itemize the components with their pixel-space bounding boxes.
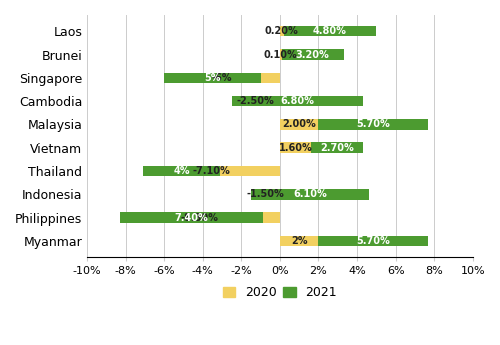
Text: 6.10%: 6.10% bbox=[293, 189, 326, 199]
Bar bbox=[251, 189, 368, 199]
Text: -2.50%: -2.50% bbox=[237, 96, 275, 106]
Bar bbox=[232, 96, 363, 106]
Bar bbox=[282, 49, 344, 60]
Bar bbox=[280, 236, 318, 246]
Text: 4%: 4% bbox=[174, 166, 190, 176]
Bar bbox=[318, 119, 428, 130]
Bar bbox=[120, 212, 280, 223]
Text: 7.40%: 7.40% bbox=[174, 213, 208, 223]
Text: 5.70%: 5.70% bbox=[356, 119, 390, 129]
Bar bbox=[164, 72, 260, 83]
Text: 4.80%: 4.80% bbox=[313, 26, 347, 36]
Text: 0.20%: 0.20% bbox=[265, 26, 298, 36]
Text: -6%: -6% bbox=[212, 73, 233, 83]
Bar bbox=[280, 119, 318, 130]
Bar bbox=[143, 166, 280, 176]
Text: -8.30%: -8.30% bbox=[181, 213, 219, 223]
Text: 2.70%: 2.70% bbox=[320, 143, 354, 153]
Bar bbox=[232, 96, 280, 106]
Text: 2%: 2% bbox=[291, 236, 308, 246]
Text: 2.00%: 2.00% bbox=[282, 119, 316, 129]
Text: 6.80%: 6.80% bbox=[280, 96, 314, 106]
Bar bbox=[120, 212, 262, 223]
Text: -7.10%: -7.10% bbox=[192, 166, 230, 176]
Bar bbox=[318, 236, 428, 246]
Bar bbox=[164, 72, 280, 83]
Text: -1.50%: -1.50% bbox=[246, 189, 284, 199]
Bar bbox=[310, 142, 363, 153]
Bar bbox=[280, 49, 282, 60]
Text: 5.70%: 5.70% bbox=[356, 236, 390, 246]
Text: 0.10%: 0.10% bbox=[264, 50, 298, 60]
Bar bbox=[284, 26, 376, 37]
Legend: 2020, 2021: 2020, 2021 bbox=[218, 281, 342, 304]
Bar bbox=[280, 142, 310, 153]
Bar bbox=[143, 166, 220, 176]
Bar bbox=[280, 26, 284, 37]
Text: 5%: 5% bbox=[204, 73, 220, 83]
Text: 3.20%: 3.20% bbox=[296, 50, 330, 60]
Bar bbox=[251, 189, 280, 199]
Text: 1.60%: 1.60% bbox=[278, 143, 312, 153]
